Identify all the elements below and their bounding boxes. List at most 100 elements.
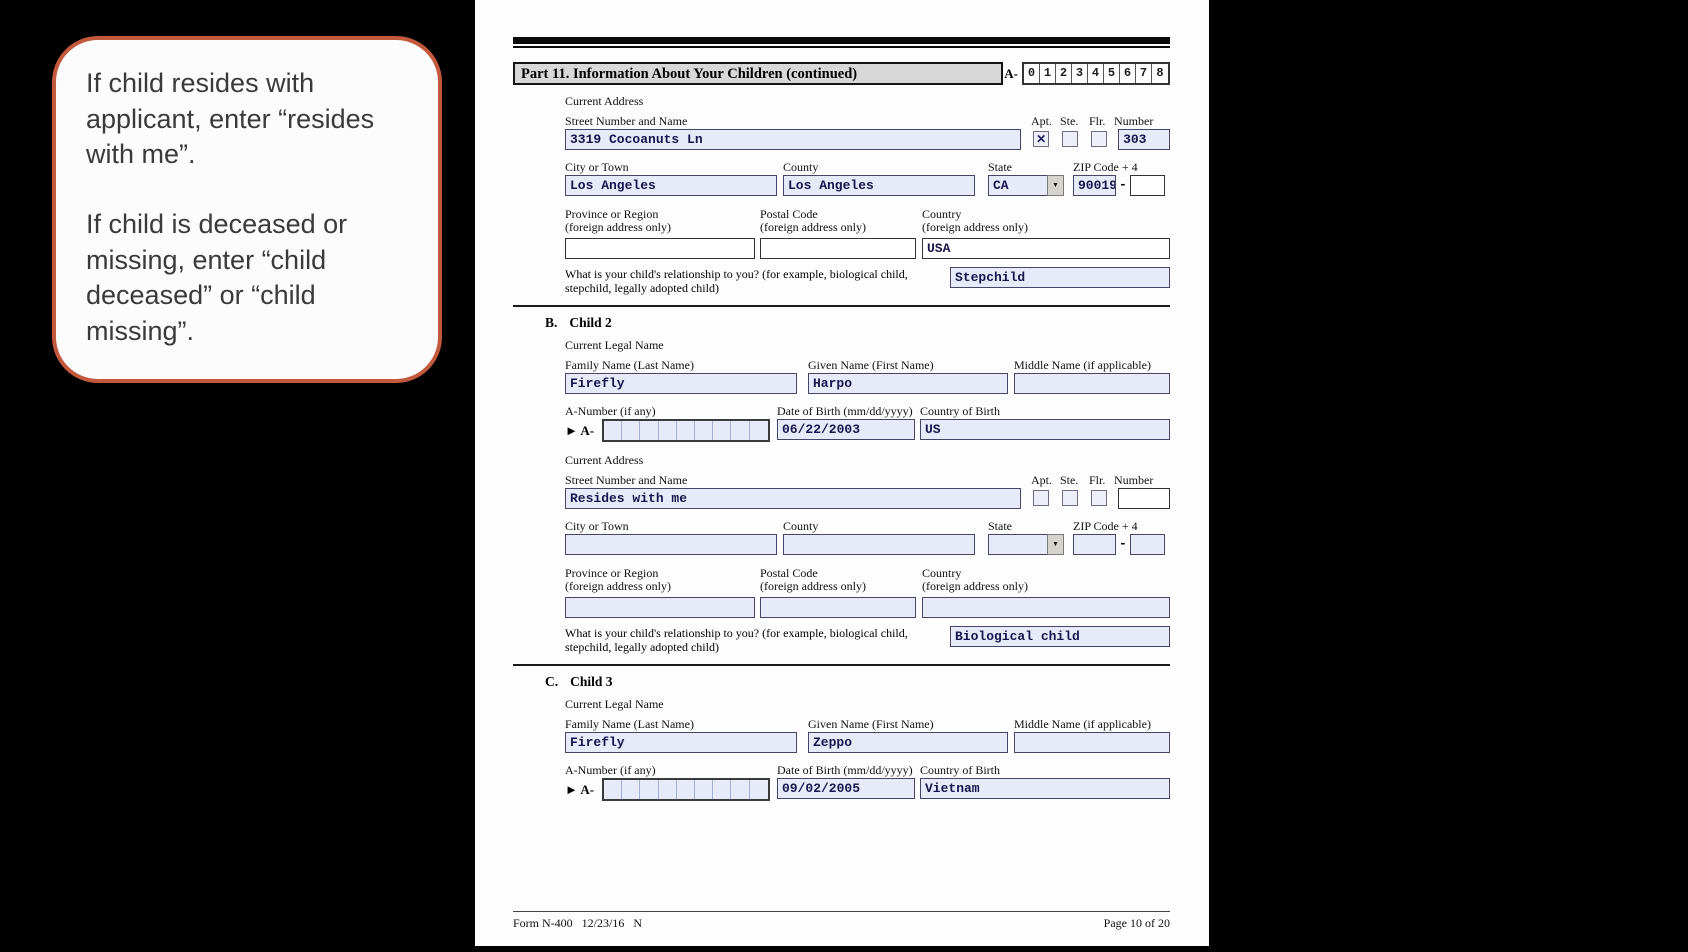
street-label: Street Number and Name: [565, 473, 688, 487]
a-number-input[interactable]: [602, 778, 770, 801]
a-number-input[interactable]: [602, 419, 770, 442]
given-name-label: Given Name (First Name): [808, 358, 934, 372]
current-address-label: Current Address: [565, 453, 644, 467]
country-label: Country (foreign address only): [922, 207, 1028, 234]
birth-country-input[interactable]: US: [920, 419, 1170, 440]
apt-checkbox[interactable]: ✕: [1033, 131, 1050, 147]
postal-label: Postal Code (foreign address only): [760, 566, 866, 593]
state-select[interactable]: CA ▼: [988, 175, 1064, 196]
middle-name-label: Middle Name (if applicable): [1014, 717, 1151, 731]
form-page: Part 11. Information About Your Children…: [475, 0, 1209, 946]
apt-checkbox[interactable]: [1033, 490, 1050, 506]
arrow-right-icon: ►: [565, 782, 578, 797]
country-input[interactable]: USA: [922, 238, 1170, 259]
county-input[interactable]: Los Angeles: [783, 175, 975, 196]
arrow-right-icon: ►: [565, 423, 578, 438]
a-digit[interactable]: 3: [1072, 64, 1088, 83]
unit-number-input[interactable]: 303: [1118, 129, 1170, 150]
birth-country-label: Country of Birth: [920, 763, 1000, 777]
number-label: Number: [1114, 473, 1154, 487]
relationship-input[interactable]: Biological child: [950, 626, 1170, 647]
a-number-label: A-Number (if any): [565, 404, 656, 418]
family-name-label: Family Name (Last Name): [565, 358, 694, 372]
current-address-label: Current Address: [565, 94, 644, 108]
zip-input[interactable]: 90019: [1073, 175, 1116, 196]
state-value[interactable]: CA: [988, 175, 1047, 196]
relationship-question: What is your child's relationship to you…: [565, 267, 908, 295]
dropdown-arrow-icon[interactable]: ▼: [1047, 175, 1064, 196]
callout-paragraph-2: If child is deceased or missing, enter “…: [86, 208, 348, 346]
zip4-input[interactable]: [1129, 534, 1165, 555]
current-legal-name-label: Current Legal Name: [565, 697, 664, 711]
a-digit[interactable]: 1: [1040, 64, 1056, 83]
province-input[interactable]: [565, 597, 755, 618]
country-label: Country (foreign address only): [922, 566, 1028, 593]
flr-checkbox[interactable]: [1091, 490, 1108, 506]
postal-label: Postal Code (foreign address only): [760, 207, 866, 234]
county-input[interactable]: [783, 534, 975, 555]
dropdown-arrow-icon[interactable]: ▼: [1047, 534, 1064, 555]
flr-label: Flr.: [1089, 114, 1106, 128]
page-top-rule: [513, 37, 1170, 48]
section-divider: [513, 305, 1170, 307]
street-label: Street Number and Name: [565, 114, 688, 128]
zip-dash: -: [1119, 536, 1127, 551]
current-legal-name-label: Current Legal Name: [565, 338, 664, 352]
province-label: Province or Region (foreign address only…: [565, 207, 671, 234]
a-digit[interactable]: 2: [1056, 64, 1072, 83]
ste-checkbox[interactable]: [1062, 131, 1079, 147]
relationship-input[interactable]: Stepchild: [950, 267, 1170, 288]
flr-checkbox[interactable]: [1091, 131, 1108, 147]
a-digit[interactable]: 8: [1156, 66, 1164, 80]
apt-label: Apt.: [1031, 114, 1052, 128]
city-input[interactable]: Los Angeles: [565, 175, 777, 196]
number-label: Number: [1114, 114, 1154, 128]
middle-name-label: Middle Name (if applicable): [1014, 358, 1151, 372]
a-digit[interactable]: 7: [1136, 64, 1152, 83]
instruction-callout: If child resides with applicant, enter “…: [52, 36, 442, 383]
state-select[interactable]: ▼: [988, 534, 1064, 555]
birth-country-input[interactable]: Vietnam: [920, 778, 1170, 799]
birth-country-label: Country of Birth: [920, 404, 1000, 418]
city-label: City or Town: [565, 519, 629, 533]
province-input[interactable]: [565, 238, 755, 259]
a-digit[interactable]: 5: [1104, 64, 1120, 83]
ste-label: Ste.: [1060, 114, 1079, 128]
middle-name-input[interactable]: [1014, 373, 1170, 394]
city-input[interactable]: [565, 534, 777, 555]
section-divider: [513, 664, 1170, 666]
family-name-input[interactable]: Firefly: [565, 373, 797, 394]
postal-input[interactable]: [760, 597, 916, 618]
province-label: Province or Region (foreign address only…: [565, 566, 671, 593]
given-name-label: Given Name (First Name): [808, 717, 934, 731]
part-11-header: Part 11. Information About Your Children…: [513, 62, 1003, 85]
street-input[interactable]: Resides with me: [565, 488, 1022, 509]
county-label: County: [783, 160, 819, 174]
form-edition: Form N-400 12/23/16 N: [513, 916, 642, 930]
a-number-arrow: ► A-: [565, 423, 595, 438]
dob-input[interactable]: 09/02/2005: [777, 778, 915, 799]
country-input[interactable]: [922, 597, 1170, 618]
middle-name-input[interactable]: [1014, 732, 1170, 753]
given-name-input[interactable]: Zeppo: [808, 732, 1008, 753]
postal-input[interactable]: [760, 238, 916, 259]
a-digit[interactable]: 4: [1088, 64, 1104, 83]
a-digit[interactable]: 6: [1120, 64, 1136, 83]
zip4-input[interactable]: [1129, 175, 1165, 196]
unit-number-input[interactable]: [1118, 488, 1170, 509]
dob-label: Date of Birth (mm/dd/yyyy): [777, 763, 913, 777]
zip-input[interactable]: [1073, 534, 1116, 555]
a-digit[interactable]: 0: [1024, 64, 1040, 83]
page-footer: Form N-400 12/23/16 N Page 10 of 20: [513, 911, 1170, 931]
a-number-boxes[interactable]: 0 1 2 3 4 5 6 7 8: [1022, 62, 1170, 85]
county-label: County: [783, 519, 819, 533]
city-label: City or Town: [565, 160, 629, 174]
a-number-prefix: A-: [1004, 65, 1018, 81]
family-name-input[interactable]: Firefly: [565, 732, 797, 753]
state-value[interactable]: [988, 534, 1047, 555]
ste-checkbox[interactable]: [1062, 490, 1079, 506]
street-input[interactable]: 3319 Cocoanuts Ln: [565, 129, 1022, 150]
dob-input[interactable]: 06/22/2003: [777, 419, 915, 440]
zip-label: ZIP Code + 4: [1073, 519, 1138, 533]
given-name-input[interactable]: Harpo: [808, 373, 1008, 394]
